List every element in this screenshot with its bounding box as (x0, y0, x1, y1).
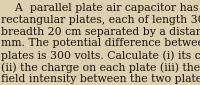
Text: breadth 20 cm separated by a distance of 4: breadth 20 cm separated by a distance of… (1, 27, 200, 37)
Text: A  parallel plate air capacitor has: A parallel plate air capacitor has (1, 3, 198, 13)
Text: rectangular plates, each of length 30 cm and: rectangular plates, each of length 30 cm… (1, 15, 200, 25)
Text: field intensity between the two plates.: field intensity between the two plates. (1, 74, 200, 84)
Text: mm. The potential difference between the: mm. The potential difference between the (1, 38, 200, 48)
Text: plates is 300 volts. Calculate (i) its capacitance: plates is 300 volts. Calculate (i) its c… (1, 50, 200, 61)
Text: (ii) the charge on each plate (iii) the electric: (ii) the charge on each plate (iii) the … (1, 62, 200, 73)
